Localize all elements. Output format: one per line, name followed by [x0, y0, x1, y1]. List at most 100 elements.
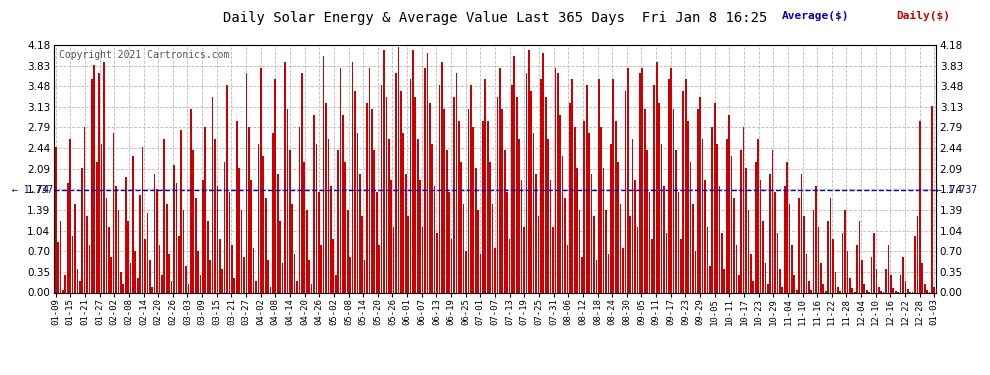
Bar [74, 204, 76, 292]
Bar [707, 227, 708, 292]
Bar [769, 174, 771, 292]
Bar [680, 239, 682, 292]
Bar [229, 192, 231, 292]
Bar [747, 210, 749, 292]
Bar [702, 138, 704, 292]
Bar [811, 290, 812, 292]
Bar [175, 183, 177, 292]
Bar [600, 127, 602, 292]
Bar [101, 144, 102, 292]
Bar [531, 91, 532, 292]
Bar [588, 133, 590, 292]
Bar [246, 74, 248, 292]
Bar [137, 278, 139, 292]
Bar [742, 127, 744, 292]
Bar [709, 266, 711, 292]
Bar [484, 80, 486, 292]
Bar [318, 192, 320, 292]
Bar [153, 174, 155, 292]
Bar [615, 121, 617, 292]
Bar [741, 150, 742, 292]
Bar [554, 68, 556, 292]
Bar [250, 180, 252, 292]
Bar [170, 280, 172, 292]
Bar [316, 144, 317, 292]
Bar [321, 245, 322, 292]
Bar [494, 248, 496, 292]
Bar [695, 251, 696, 292]
Bar [784, 186, 785, 292]
Bar [499, 68, 501, 292]
Text: ← 1.737: ← 1.737 [13, 184, 53, 195]
Bar [340, 68, 342, 292]
Bar [820, 263, 822, 292]
Bar [412, 50, 414, 292]
Bar [598, 80, 600, 292]
Bar [185, 266, 187, 292]
Bar [581, 257, 583, 292]
Bar [274, 80, 276, 292]
Bar [813, 210, 815, 292]
Bar [106, 198, 107, 292]
Bar [166, 204, 167, 292]
Bar [343, 115, 344, 292]
Bar [475, 168, 476, 292]
Bar [880, 291, 882, 292]
Bar [815, 186, 817, 292]
Bar [442, 62, 443, 292]
Bar [222, 269, 223, 292]
Bar [252, 248, 254, 292]
Bar [651, 239, 652, 292]
Bar [745, 168, 746, 292]
Bar [98, 74, 100, 292]
Bar [444, 109, 446, 292]
Bar [147, 213, 148, 292]
Bar [801, 174, 803, 292]
Bar [388, 138, 390, 292]
Bar [351, 62, 353, 292]
Bar [291, 204, 293, 292]
Bar [830, 198, 832, 292]
Bar [523, 227, 525, 292]
Bar [618, 162, 619, 292]
Bar [574, 127, 575, 292]
Bar [187, 284, 189, 292]
Bar [460, 162, 462, 292]
Bar [704, 180, 706, 292]
Bar [151, 286, 153, 292]
Bar [630, 216, 631, 292]
Bar [214, 138, 216, 292]
Bar [282, 263, 283, 292]
Bar [818, 227, 820, 292]
Bar [528, 50, 530, 292]
Bar [93, 64, 95, 292]
Bar [335, 275, 337, 292]
Bar [209, 260, 211, 292]
Bar [837, 286, 839, 292]
Bar [354, 91, 355, 292]
Bar [566, 245, 568, 292]
Bar [212, 97, 214, 292]
Bar [349, 257, 351, 292]
Bar [113, 133, 115, 292]
Bar [521, 180, 523, 292]
Bar [762, 222, 764, 292]
Bar [656, 62, 657, 292]
Bar [885, 269, 887, 292]
Bar [637, 227, 639, 292]
Bar [417, 138, 419, 292]
Bar [448, 192, 450, 292]
Bar [429, 103, 431, 292]
Bar [120, 272, 122, 292]
Bar [173, 165, 175, 292]
Bar [217, 186, 218, 292]
Bar [178, 236, 179, 292]
Text: Daily($): Daily($) [896, 11, 950, 21]
Bar [927, 290, 928, 292]
Bar [110, 257, 112, 292]
Bar [798, 198, 800, 292]
Bar [871, 257, 872, 292]
Bar [712, 127, 713, 292]
Bar [791, 245, 793, 292]
Bar [724, 269, 725, 292]
